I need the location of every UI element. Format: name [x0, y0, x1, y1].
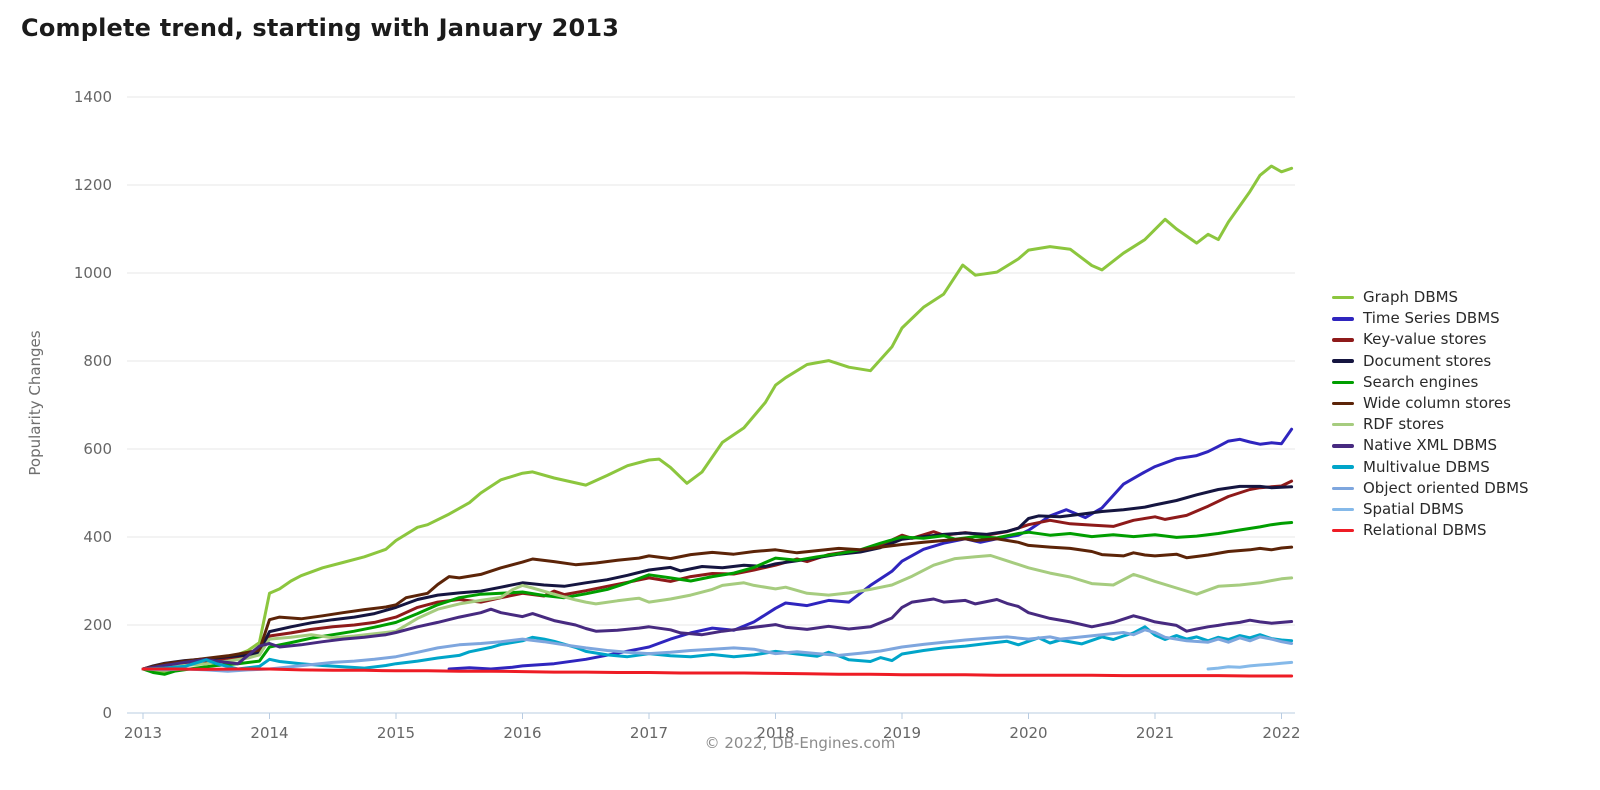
legend-swatch-graph-dbms — [1332, 295, 1354, 300]
series-line-relational-dbms — [141, 667, 1294, 678]
series-line-key-value-stores — [141, 479, 1294, 671]
legend-swatch-spatial-dbms — [1332, 507, 1354, 512]
x-tick-label-2016: 2016 — [503, 724, 541, 742]
legend-item-wide-column-stores[interactable]: Wide column stores — [1332, 393, 1529, 414]
legend-swatch-multivalue-dbms — [1332, 465, 1354, 469]
legend-label-time-series-dbms: Time Series DBMS — [1363, 309, 1500, 328]
copyright-footer: © 2022, DB-Engines.com — [704, 734, 896, 752]
legend-item-time-series-dbms[interactable]: Time Series DBMS — [1332, 308, 1529, 329]
legend-item-object-oriented-dbms[interactable]: Object oriented DBMS — [1332, 478, 1529, 499]
series-line-object-oriented-dbms — [141, 628, 1294, 673]
y-tick-label-0: 0 — [102, 704, 112, 722]
series-line-graph-dbms — [141, 164, 1294, 674]
legend-swatch-key-value-stores — [1332, 338, 1354, 342]
y-axis-title: Popularity Changes — [26, 330, 44, 475]
legend-swatch-relational-dbms — [1332, 528, 1354, 533]
series-line-search-engines — [141, 521, 1294, 676]
axis-layer: 0 200 400 600 800 1000 1200 1400 2013 2014 2015 201… — [74, 88, 1301, 742]
legend-label-relational-dbms: Relational DBMS — [1363, 521, 1487, 540]
legend-label-spatial-dbms: Spatial DBMS — [1363, 499, 1464, 518]
legend-item-multivalue-dbms[interactable]: Multivalue DBMS — [1332, 457, 1529, 478]
x-tick-label-2017: 2017 — [630, 724, 668, 742]
y-tick-label-800: 800 — [83, 352, 112, 370]
series-line-native-xml-dbms — [141, 597, 1294, 671]
legend-label-search-engines: Search engines — [1363, 372, 1479, 391]
series-line-rdf-stores — [141, 554, 1294, 671]
legend-label-graph-dbms: Graph DBMS — [1363, 288, 1459, 307]
legend-item-relational-dbms[interactable]: Relational DBMS — [1332, 520, 1529, 541]
y-tick-label-1200: 1200 — [74, 176, 112, 194]
legend-item-key-value-stores[interactable]: Key-value stores — [1332, 329, 1529, 350]
series-line-spatial-dbms — [1206, 660, 1294, 671]
legend-item-native-xml-dbms[interactable]: Native XML DBMS — [1332, 435, 1529, 456]
x-tick-label-2013: 2013 — [124, 724, 162, 742]
page-title: Complete trend, starting with January 20… — [21, 14, 620, 42]
legend-label-key-value-stores: Key-value stores — [1363, 330, 1487, 349]
x-tick-label-2015: 2015 — [377, 724, 415, 742]
legend-swatch-document-stores — [1332, 359, 1354, 363]
legend-item-document-stores[interactable]: Document stores — [1332, 351, 1529, 372]
x-tick-label-2018: 2018 — [756, 724, 794, 742]
legend-swatch-object-oriented-dbms — [1332, 486, 1354, 491]
legend-item-search-engines[interactable]: Search engines — [1332, 372, 1529, 393]
legend-swatch-rdf-stores — [1332, 422, 1354, 427]
y-tick-label-1000: 1000 — [74, 264, 112, 282]
legend-label-document-stores: Document stores — [1363, 351, 1492, 370]
grid-layer — [127, 96, 1295, 714]
series-line-time-series-dbms — [447, 427, 1294, 671]
x-tick-label-2020: 2020 — [1009, 724, 1047, 742]
legend-swatch-time-series-dbms — [1332, 317, 1354, 321]
x-tick-label-2022: 2022 — [1262, 724, 1300, 742]
series-line-wide-column-stores — [141, 537, 1294, 671]
legend-label-native-xml-dbms: Native XML DBMS — [1363, 436, 1497, 455]
legend-label-rdf-stores: RDF stores — [1363, 415, 1445, 434]
y-tick-label-400: 400 — [83, 528, 112, 546]
y-tick-label-600: 600 — [83, 440, 112, 458]
x-tick-label-2019: 2019 — [883, 724, 921, 742]
y-tick-label-200: 200 — [83, 616, 112, 634]
x-tick-label-2021: 2021 — [1136, 724, 1174, 742]
series-line-document-stores — [141, 484, 1294, 671]
legend-swatch-native-xml-dbms — [1332, 444, 1354, 448]
y-tick-label-1400: 1400 — [74, 88, 112, 106]
chart-legend: Graph DBMS Time Series DBMS Key-value stor… — [1332, 287, 1529, 541]
legend-item-graph-dbms[interactable]: Graph DBMS — [1332, 287, 1529, 308]
series-layer — [141, 164, 1294, 678]
legend-item-rdf-stores[interactable]: RDF stores — [1332, 414, 1529, 435]
legend-swatch-wide-column-stores — [1332, 401, 1354, 406]
legend-label-wide-column-stores: Wide column stores — [1363, 394, 1511, 413]
x-tick-label-2014: 2014 — [250, 724, 288, 742]
legend-swatch-search-engines — [1332, 380, 1354, 385]
legend-item-spatial-dbms[interactable]: Spatial DBMS — [1332, 499, 1529, 520]
legend-label-multivalue-dbms: Multivalue DBMS — [1363, 457, 1490, 476]
legend-label-object-oriented-dbms: Object oriented DBMS — [1363, 478, 1529, 497]
